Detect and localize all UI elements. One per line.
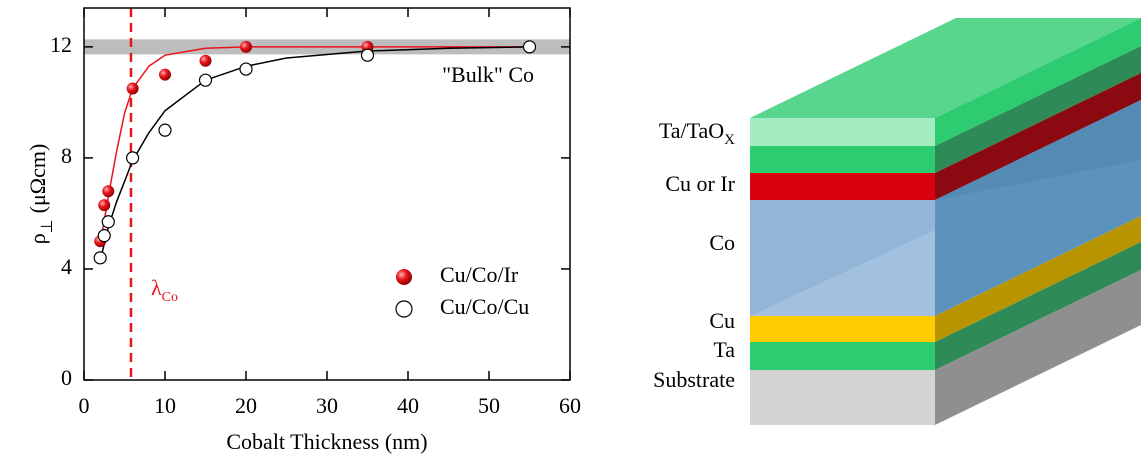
y-axis-label-main: ρ: [25, 233, 50, 244]
y-tick-label: 0: [61, 365, 72, 390]
x-tick-label: 10: [154, 393, 176, 418]
layer-tataox: [750, 118, 935, 146]
layer-label: Ta: [713, 337, 735, 362]
layer-cu: [750, 316, 935, 342]
y-axis-label-rest: (μΩcm): [25, 144, 50, 214]
legend-marker: [396, 269, 412, 285]
data-point: [93, 251, 107, 265]
layer-label-sub: X: [724, 132, 735, 148]
data-point: [102, 185, 115, 198]
y-tick-label: 8: [61, 143, 72, 168]
layer-cu-ir: [750, 173, 935, 200]
vline-label: λCo: [151, 275, 178, 305]
data-point: [101, 215, 115, 229]
data-point: [98, 199, 111, 212]
legend-label: Cu/Co/Ir: [440, 262, 519, 287]
layer-substrate: [750, 370, 935, 425]
side-co-shade: [935, 100, 1141, 200]
x-tick-label: 0: [79, 393, 90, 418]
side-cu-ir: [935, 73, 1141, 200]
co-shade: [750, 230, 935, 316]
layer-ta: [750, 342, 935, 370]
side-ta-top: [935, 46, 1141, 173]
y-tick-label: 4: [61, 254, 72, 279]
fit-curve: [99, 46, 530, 261]
data-point: [158, 123, 172, 137]
x-tick-label: 40: [397, 393, 419, 418]
layer-label: Cu: [709, 308, 735, 333]
x-tick-label: 20: [235, 393, 257, 418]
data-point: [97, 229, 111, 243]
data-point: [198, 73, 213, 87]
data-point: [522, 40, 537, 54]
x-tick-label: 50: [478, 393, 500, 418]
layer-label-main: Ta/TaO: [659, 118, 724, 143]
layer-label: Cu or Ir: [665, 171, 735, 196]
legend-marker: [395, 300, 413, 318]
x-axis-label: Cobalt Thickness (nm): [226, 429, 427, 454]
side-ta: [935, 242, 1141, 370]
legend-label: Cu/Co/Cu: [440, 294, 529, 319]
side-substrate: [935, 270, 1141, 425]
side-tataox: [935, 18, 1141, 146]
layer-label: Co: [709, 230, 735, 255]
plot-frame: [83, 7, 571, 381]
data-point: [239, 62, 253, 76]
layer-stack-diagram: [750, 18, 1141, 425]
x-tick-label: 30: [316, 393, 338, 418]
data-point: [126, 151, 140, 165]
x-tick-label: 60: [559, 393, 581, 418]
vline-label-sub: Co: [162, 290, 178, 305]
y-axis-label: ρ⊥ (μΩcm): [25, 144, 56, 245]
fit-curve: [99, 46, 530, 245]
data-point: [360, 48, 375, 62]
top-face: [750, 18, 1141, 118]
data-point: [126, 82, 139, 95]
layer-ta-top: [750, 146, 935, 173]
data-point: [240, 40, 252, 53]
vline-label-main: λ: [151, 275, 162, 300]
layer-label: Ta/TaOX: [659, 118, 735, 148]
side-cu: [935, 216, 1141, 342]
layer-label: Substrate: [653, 367, 735, 392]
y-tick-label: 12: [50, 32, 72, 57]
data-point: [159, 68, 171, 81]
y-axis-label-sub: ⊥: [39, 219, 56, 233]
reference-label: "Bulk" Co: [442, 62, 534, 87]
data-point: [199, 54, 212, 67]
